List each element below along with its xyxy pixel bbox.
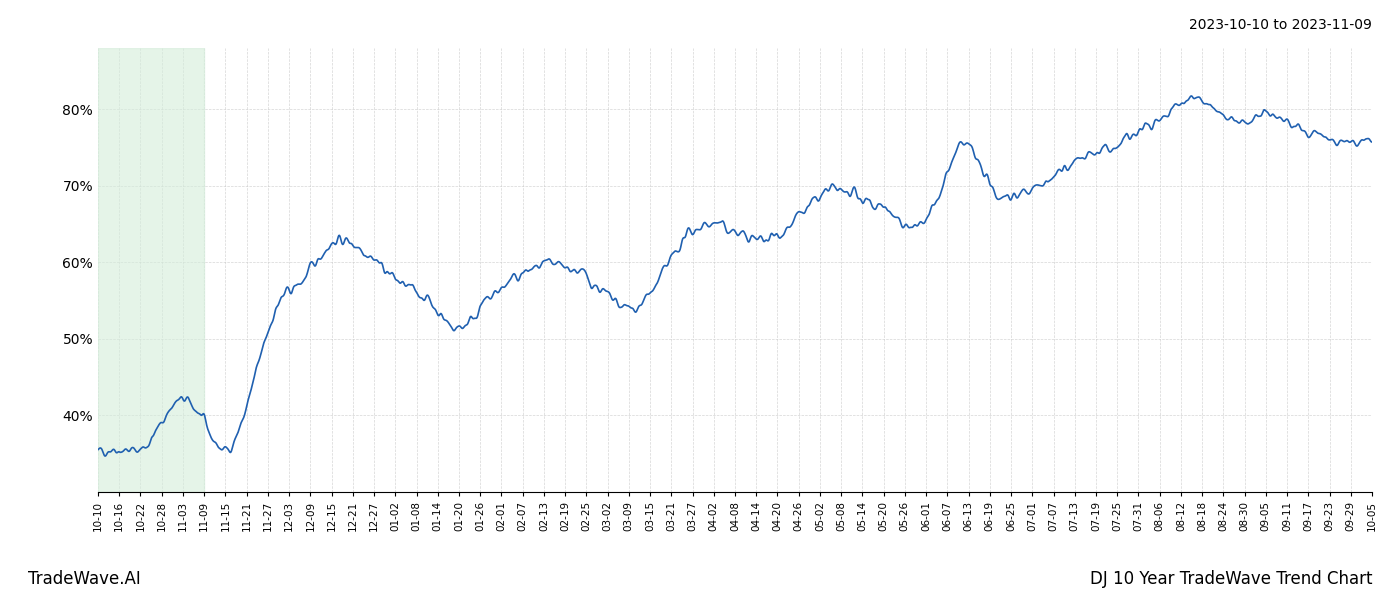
Bar	[98, 48, 204, 492]
Text: TradeWave.AI: TradeWave.AI	[28, 570, 141, 588]
Text: 2023-10-10 to 2023-11-09: 2023-10-10 to 2023-11-09	[1189, 18, 1372, 32]
Text: DJ 10 Year TradeWave Trend Chart: DJ 10 Year TradeWave Trend Chart	[1089, 570, 1372, 588]
